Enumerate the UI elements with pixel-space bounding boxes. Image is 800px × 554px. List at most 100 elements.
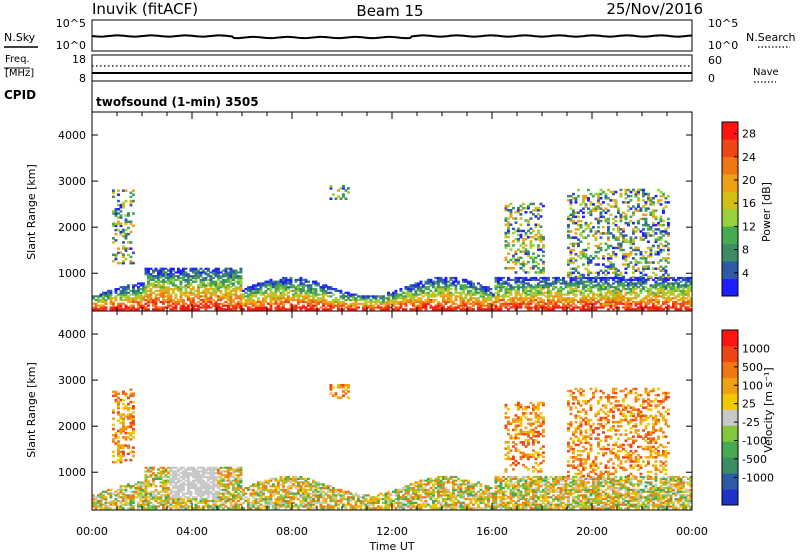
heatmap-cell	[147, 485, 150, 488]
heatmap-cell	[577, 255, 580, 258]
heatmap-cell	[117, 251, 120, 255]
heatmap-cell	[254, 494, 258, 497]
heatmap-cell	[159, 474, 163, 477]
heatmap-cell	[407, 300, 410, 304]
heatmap-cell	[644, 267, 648, 270]
heatmap-cell	[202, 490, 205, 493]
heatmap-cell	[577, 244, 580, 248]
heatmap-cell	[277, 302, 280, 305]
heatmap-cell	[584, 205, 588, 208]
heatmap-cell	[687, 278, 690, 281]
heatmap-cell	[154, 269, 158, 272]
heatmap-cell	[654, 288, 658, 291]
heatmap-cell	[539, 286, 543, 289]
heatmap-cell	[579, 257, 583, 260]
heatmap-cell	[629, 291, 633, 294]
heatmap-cell	[152, 496, 155, 499]
heatmap-cell	[162, 483, 165, 486]
heatmap-cell	[299, 280, 303, 283]
heatmap-cell	[629, 299, 633, 302]
heatmap-cell	[144, 295, 148, 298]
heatmap-cell	[144, 474, 148, 477]
heatmap-cell	[657, 188, 660, 192]
heatmap-cell	[607, 278, 610, 281]
freq-left-tick-bottom: 8	[79, 72, 86, 85]
heatmap-cell	[117, 308, 120, 311]
heatmap-cell	[114, 222, 118, 226]
heatmap-cell	[197, 477, 200, 480]
heatmap-cell	[369, 299, 373, 302]
heatmap-cell	[539, 235, 543, 239]
heatmap-cell	[157, 276, 160, 280]
heatmap-cell	[582, 275, 585, 279]
heatmap-cell	[444, 288, 448, 291]
heatmap-cell	[439, 291, 443, 294]
heatmap-cell	[627, 286, 630, 289]
heatmap-cell	[617, 211, 620, 214]
heatmap-cell	[554, 282, 558, 285]
heatmap-cell	[194, 477, 198, 480]
heatmap-cell	[117, 199, 120, 203]
heatmap-cell	[622, 201, 625, 204]
heatmap-cell	[124, 295, 128, 298]
heatmap-cell	[437, 286, 440, 289]
heatmap-cell	[197, 295, 200, 298]
heatmap-cell	[657, 201, 660, 204]
heatmap-cell	[539, 300, 543, 304]
heatmap-cell	[252, 291, 255, 294]
heatmap-cell	[547, 288, 550, 291]
heatmap-cell	[119, 222, 123, 226]
heatmap-cell	[594, 284, 598, 287]
noise-left-tick-bottom: 10^0	[56, 39, 86, 52]
heatmap-cell	[677, 284, 680, 287]
heatmap-cell	[414, 304, 418, 307]
heatmap-cell	[302, 304, 305, 307]
heatmap-cell	[539, 215, 543, 218]
heatmap-cell	[662, 291, 665, 294]
heatmap-cell	[667, 217, 670, 221]
heatmap-cell	[167, 278, 170, 281]
heatmap-cell	[119, 496, 123, 499]
heatmap-cell	[464, 295, 468, 298]
heatmap-cell	[522, 250, 525, 253]
heatmap-cell	[654, 297, 658, 300]
heatmap-cell	[124, 237, 128, 240]
heatmap-cell	[529, 302, 533, 305]
heatmap-cell	[589, 289, 593, 292]
heatmap-cell	[524, 282, 528, 285]
heatmap-cell	[587, 302, 590, 305]
heatmap-cell	[264, 499, 268, 503]
heatmap-cell	[637, 280, 640, 283]
heatmap-cell	[512, 244, 515, 247]
heatmap-cell	[629, 215, 633, 219]
heatmap-cell	[519, 299, 523, 302]
heatmap-cell	[167, 501, 170, 504]
heatmap-cell	[162, 282, 165, 285]
heatmap-cell	[437, 300, 440, 304]
heatmap-cell	[152, 472, 155, 475]
heatmap-cell	[512, 227, 515, 231]
heatmap-cell	[634, 190, 638, 194]
heatmap-cell	[392, 304, 395, 307]
heatmap-cell	[527, 297, 530, 300]
heatmap-cell	[342, 297, 345, 300]
heatmap-cell	[644, 304, 648, 307]
heatmap-cell	[232, 289, 235, 292]
heatmap-cell	[499, 299, 503, 302]
heatmap-cell	[689, 278, 693, 281]
heatmap-cell	[112, 302, 115, 305]
heatmap-cell	[487, 302, 490, 305]
heatmap-cell	[617, 242, 620, 246]
heatmap-cell	[194, 492, 198, 495]
heatmap-cell	[149, 501, 153, 504]
heatmap-cell	[214, 304, 218, 307]
heatmap-cell	[497, 278, 500, 281]
heatmap-cell	[259, 503, 263, 506]
heatmap-cell	[634, 248, 638, 252]
heatmap-cell	[637, 278, 640, 281]
heatmap-cell	[684, 297, 688, 300]
heatmap-cell	[572, 215, 575, 219]
heatmap-cell	[602, 282, 605, 285]
cpid-label: CPID	[4, 88, 36, 102]
heatmap-cell	[219, 472, 223, 475]
